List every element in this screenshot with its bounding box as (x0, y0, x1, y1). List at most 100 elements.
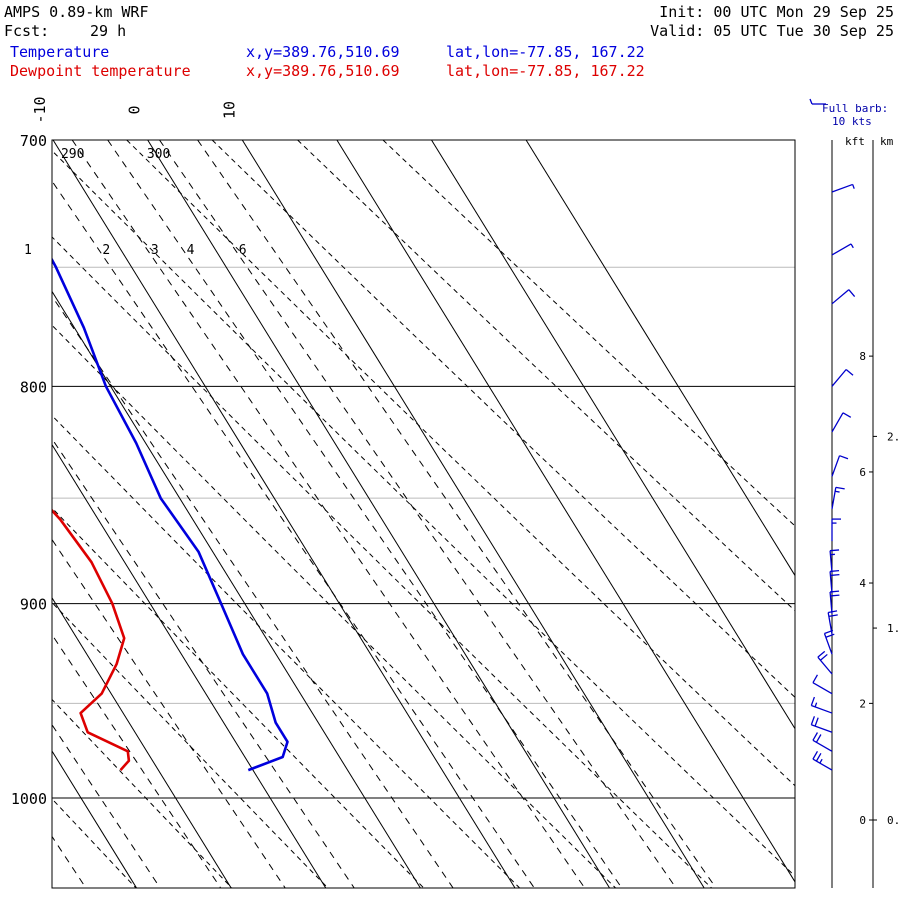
kft-tick-label: 0 (859, 814, 866, 827)
legend-dewpoint-latlon: lat,lon=-77.85, 167.22 (446, 62, 645, 80)
dry-adiabat-line (211, 140, 795, 698)
wind-barb-flag (817, 650, 826, 658)
forecast-value: 29 h (90, 22, 127, 40)
dry-adiabat-line (52, 324, 617, 888)
wind-barb-flag (842, 412, 852, 418)
wind-barb-staff (817, 656, 833, 675)
init-time: Init: 00 UTC Mon 29 Sep 25 (659, 3, 894, 21)
wind-barb-flag (814, 717, 819, 727)
dry-adiabat-line (297, 140, 795, 612)
dry-adiabat-line (52, 236, 713, 888)
isotherm-tick-label: -10 (31, 96, 49, 123)
mixing-ratio-line (52, 180, 535, 888)
isotherm-line (52, 443, 327, 888)
wind-barb-staff (831, 455, 841, 477)
mixing-ratio-line (52, 538, 286, 888)
wind-barb-staff (831, 289, 850, 305)
barb-legend-line2: 10 kts (832, 115, 872, 128)
wind-barb-flag (848, 289, 856, 297)
isotherm-line (336, 140, 795, 883)
mixing-ratio-line (52, 437, 355, 888)
wind-barb-flag (828, 614, 838, 618)
kft-tick-label: 4 (859, 577, 866, 590)
km-tick-label: 1. (887, 622, 900, 635)
wind-barb-staff (811, 704, 833, 714)
wind-barb-flag (852, 184, 855, 189)
wind-barb-staff (831, 243, 852, 256)
legend-dewpoint-xy: x,y=389.76,510.69 (246, 62, 400, 80)
isotherm-line (52, 290, 421, 888)
isotherm-line (52, 596, 232, 888)
mixing-ratio-line (52, 835, 87, 888)
wind-barb-flag (835, 490, 840, 493)
wind-barb-staff (812, 739, 833, 752)
wind-barb-flag (825, 633, 835, 638)
pressure-tick-label: 900 (20, 596, 47, 614)
legend-temperature-xy: x,y=389.76,510.69 (246, 43, 400, 61)
wind-barb-flag (845, 368, 854, 376)
mixing-ratio-label: 4 (187, 243, 195, 258)
dry-adiabat-line (52, 414, 521, 888)
wind-barb-flag (810, 716, 816, 725)
wind-barb-flag (812, 732, 819, 741)
wind-barb-staff (829, 571, 833, 594)
mixing-ratio-label: 3 (151, 243, 159, 258)
valid-time: Valid: 05 UTC Tue 30 Sep 25 (650, 22, 894, 40)
wind-barb-flag (815, 734, 822, 743)
temperature-profile-line (52, 257, 289, 772)
wind-barb-flag (810, 696, 816, 706)
wind-barb-flag (812, 674, 819, 683)
km-tick-label: 2. (887, 430, 900, 443)
mixing-ratio-line (197, 140, 717, 888)
wind-barb-staff (811, 724, 833, 733)
legend-dewpoint-name: Dewpoint temperature (10, 62, 191, 80)
wind-barb-flag (830, 549, 840, 552)
wind-barb-flag (830, 573, 840, 577)
isotherm-line (241, 140, 705, 888)
wind-barb-staff (812, 682, 833, 695)
barb-legend-line1: Full barb: (822, 102, 888, 115)
wind-barb-staff (812, 758, 833, 771)
wind-barb-flag (820, 653, 828, 661)
isotherm-line (52, 750, 138, 888)
mixing-ratio-label: 1 (24, 243, 32, 258)
wind-barb-flag (815, 752, 822, 762)
isotherm-line (147, 140, 611, 888)
km-unit-label: km (880, 135, 894, 148)
dry-adiabat-line (382, 140, 795, 527)
mixing-ratio-line (159, 140, 677, 888)
mixing-ratio-line (52, 295, 454, 888)
isotherm-line (52, 140, 516, 888)
kft-unit-label: kft (845, 135, 865, 148)
wind-barb-flag (850, 243, 854, 249)
isotherm-tick-label: 0 (126, 105, 144, 114)
dry-adiabat-line (52, 149, 795, 877)
mixing-ratio-line (52, 633, 222, 888)
dry-adiabat-line (126, 140, 795, 787)
barb-legend-flag (809, 98, 813, 105)
legend-temperature-latlon: lat,lon=-77.85, 167.22 (446, 43, 645, 61)
isotherm-tick-label: 10 (220, 101, 238, 119)
pressure-tick-label: 700 (20, 132, 47, 150)
wind-barb-flag (835, 486, 845, 490)
mixing-ratio-line (107, 140, 623, 888)
wind-barb-flag (830, 594, 840, 597)
mixing-ratio-line (0, 140, 45, 900)
legend-temperature-name: Temperature (10, 43, 110, 61)
wind-barb-flag (828, 610, 838, 614)
model-title: AMPS 0.89-km WRF (4, 3, 149, 21)
dry-adiabat-line (52, 798, 137, 888)
dry-adiabat-label: 300 (147, 147, 170, 162)
isotherm-line (431, 140, 795, 730)
mixing-ratio-line (71, 140, 586, 888)
plot-frame (51, 139, 796, 889)
isotherm-line (0, 140, 42, 888)
wind-barb-staff (829, 591, 833, 614)
kft-tick-label: 8 (859, 350, 866, 363)
dry-adiabat-line (52, 698, 233, 888)
wind-barb-staff (831, 412, 844, 433)
kft-tick-label: 2 (859, 697, 866, 710)
mixing-ratio-label: 2 (102, 243, 110, 258)
forecast-label: Fcst: (4, 22, 50, 40)
